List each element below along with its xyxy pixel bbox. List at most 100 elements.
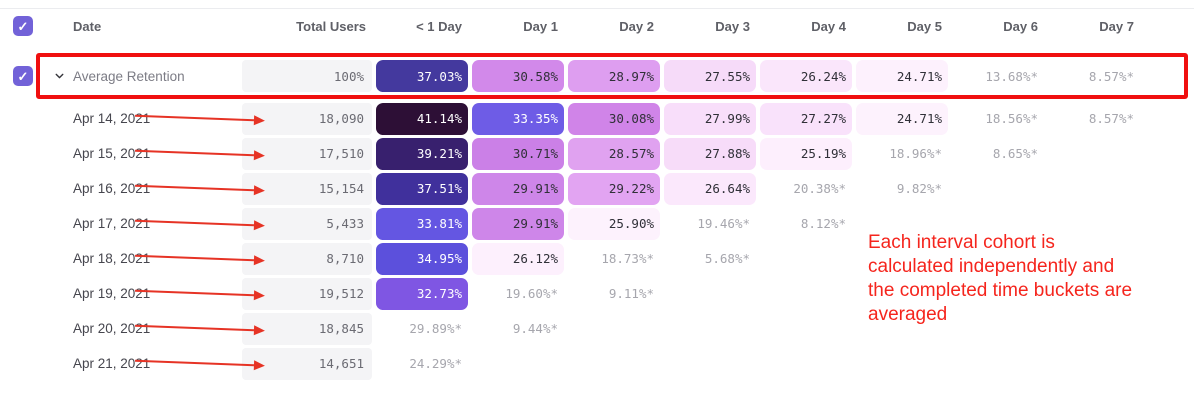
retention-day-cell: 27.99% — [662, 102, 758, 135]
column-header-day-3: Day 3 — [715, 18, 750, 34]
retention-day-cell: 13.68%* — [950, 60, 1046, 92]
retention-day-cell: 19.46%* — [662, 208, 758, 240]
cohort-date-cell: Apr 16, 2021 — [48, 171, 254, 206]
cohort-date: Apr 18, 2021 — [73, 251, 151, 266]
column-header-lt-1-day: < 1 Day — [416, 18, 462, 34]
retention-value: 37.03% — [376, 60, 468, 92]
retention-value: 29.89%* — [409, 321, 462, 336]
cohort-date: Apr 14, 2021 — [73, 111, 151, 126]
total-users-value: 14,651 — [242, 347, 372, 380]
retention-day-cell: 8.65%* — [950, 138, 1046, 170]
cohort-row: Apr 20, 2021 18,845 29.89%* 9.44%* — [0, 311, 1194, 346]
retention-value: 20.38%* — [793, 181, 846, 196]
retention-day-cell: 30.71% — [470, 137, 566, 170]
retention-day-cell: 8.57%* — [1046, 103, 1142, 135]
retention-day-cell: 9.11%* — [566, 278, 662, 310]
retention-value: 24.71% — [856, 102, 948, 135]
retention-value: 8.57%* — [1088, 68, 1134, 84]
average-total-value: 100% — [242, 60, 372, 92]
total-users-value: 19,512 — [242, 277, 372, 310]
retention-value: 26.12% — [472, 242, 564, 275]
retention-day-cell: 19.60%* — [470, 278, 566, 310]
retention-value: 19.60%* — [505, 286, 558, 301]
retention-value: 8.12%* — [800, 216, 846, 231]
retention-day-cell: 37.51% — [374, 172, 470, 205]
cohort-row: Apr 21, 2021 14,651 24.29%* — [0, 346, 1194, 381]
retention-value: 18.73%* — [601, 251, 654, 266]
retention-value: 9.82%* — [896, 181, 942, 196]
column-header-day-5: Day 5 — [907, 18, 942, 34]
retention-day-cell: 29.22% — [566, 172, 662, 205]
retention-value: 41.14% — [376, 102, 468, 135]
header-check-cell: ✓ — [0, 16, 48, 36]
retention-value: 39.21% — [376, 137, 468, 170]
cohort-date: Apr 17, 2021 — [73, 216, 151, 231]
cohort-date: Apr 20, 2021 — [73, 321, 151, 336]
chevron-down-icon[interactable] — [53, 70, 66, 83]
retention-value: 18.96%* — [889, 146, 942, 161]
column-header-day-4: Day 4 — [811, 18, 846, 34]
cohort-date: Apr 21, 2021 — [73, 356, 151, 371]
total-users-cell: 18,845 — [234, 312, 374, 345]
column-header-total-users: Total Users — [296, 18, 366, 34]
retention-day-cell: 18.56%* — [950, 103, 1046, 135]
retention-day-cell: 32.73% — [374, 277, 470, 310]
retention-value: 33.35% — [472, 102, 564, 135]
retention-value: 34.95% — [376, 242, 468, 275]
retention-day-cell: 5.68%* — [662, 243, 758, 275]
retention-day-cell: 27.55% — [662, 60, 758, 92]
cohort-date: Apr 16, 2021 — [73, 181, 151, 196]
cohort-date-cell: Apr 20, 2021 — [48, 311, 254, 346]
retention-value: 27.55% — [664, 60, 756, 92]
annotation-note-line: calculated independently and — [868, 256, 1115, 277]
retention-day-cell: 34.95% — [374, 242, 470, 275]
annotation-note-line: averaged — [868, 304, 948, 325]
checkmark-icon: ✓ — [17, 68, 29, 84]
cohort-row: Apr 14, 2021 18,090 41.14% 33.35% 30.08% 27.9… — [0, 101, 1194, 136]
retention-value: 24.71% — [856, 60, 948, 92]
checkmark-icon: ✓ — [17, 18, 29, 34]
column-header-day-2: Day 2 — [619, 18, 654, 34]
retention-value: 30.71% — [472, 137, 564, 170]
table-header-row: ✓ Date Total Users < 1 Day Day 1 Day 2 D… — [0, 8, 1194, 43]
retention-value: 8.65%* — [992, 146, 1038, 161]
retention-value: 33.81% — [376, 207, 468, 240]
retention-day-cell: 24.71% — [854, 102, 950, 135]
retention-value: 27.88% — [664, 137, 756, 170]
retention-day-cell: 27.27% — [758, 102, 854, 135]
retention-value: 24.29%* — [409, 356, 462, 371]
retention-day-cell: 30.08% — [566, 102, 662, 135]
total-users-cell: 19,512 — [234, 277, 374, 310]
cohort-row: Apr 18, 2021 8,710 34.95% 26.12% 18.73%* 5.68… — [0, 241, 1194, 276]
retention-value: 9.11%* — [608, 286, 654, 301]
retention-value: 9.44%* — [512, 321, 558, 336]
retention-day-cell: 29.91% — [470, 207, 566, 240]
retention-day-cell: 28.57% — [566, 137, 662, 170]
retention-value: 30.08% — [568, 102, 660, 135]
retention-day-cell: 9.82%* — [854, 173, 950, 205]
retention-value: 19.46%* — [697, 216, 750, 231]
total-users-cell: 17,510 — [234, 137, 374, 170]
retention-value: 27.99% — [664, 102, 756, 135]
average-row-checkbox[interactable]: ✓ — [13, 66, 33, 86]
average-retention-label: Average Retention — [73, 68, 185, 84]
annotation-note-line: the completed time buckets are — [868, 280, 1133, 301]
retention-value: 28.97% — [568, 60, 660, 92]
total-users-value: 15,154 — [242, 172, 372, 205]
total-users-value: 8,710 — [242, 242, 372, 275]
retention-day-cell: 27.88% — [662, 137, 758, 170]
select-all-checkbox[interactable]: ✓ — [13, 16, 33, 36]
cohort-date-cell: Apr 18, 2021 — [48, 241, 254, 276]
retention-value: 30.58% — [472, 60, 564, 92]
retention-day-cell: 8.12%* — [758, 208, 854, 240]
column-header-day-7: Day 7 — [1099, 18, 1134, 34]
retention-value: 27.27% — [760, 102, 852, 135]
total-users-value: 18,090 — [242, 102, 372, 135]
cohort-date-cell: Apr 17, 2021 — [48, 206, 254, 241]
cohort-row: Apr 16, 2021 15,154 37.51% 29.91% 29.22% 26.6… — [0, 171, 1194, 206]
cohort-rows: Apr 14, 2021 18,090 41.14% 33.35% 30.08% 27.9… — [0, 101, 1194, 381]
average-total-cell: 100% — [234, 60, 374, 92]
retention-day-cell: 39.21% — [374, 137, 470, 170]
total-users-cell: 8,710 — [234, 242, 374, 275]
retention-value: 26.24% — [760, 60, 852, 92]
